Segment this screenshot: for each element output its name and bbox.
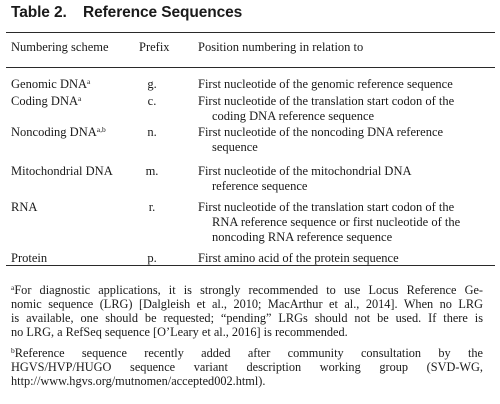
- row-position: First amino acid of the protein sequence: [198, 251, 484, 266]
- footnote-line: aFor diagnostic applications, it is stro…: [11, 283, 483, 297]
- footnote-line: is available, one should be requested; “…: [11, 311, 483, 325]
- position-line: RNA reference sequence or first nucleoti…: [212, 215, 461, 229]
- row-prefix: g.: [147, 77, 157, 91]
- footnote-ref: a: [87, 77, 91, 86]
- footnote-line: HGVS/HVP/HUGO sequence variant descripti…: [11, 360, 483, 374]
- position-line: noncoding RNA reference sequence: [212, 230, 393, 244]
- footnote-mark: b: [11, 346, 15, 355]
- row-scheme: Noncoding DNAa,b: [11, 125, 106, 140]
- row-prefix: p.: [147, 251, 157, 265]
- scheme-name: Mitochondrial DNA: [11, 164, 113, 178]
- col-header-scheme: Numbering scheme: [11, 40, 109, 54]
- row-prefix: r.: [148, 200, 156, 214]
- bottom-rule: [6, 265, 495, 266]
- row-scheme: RNA: [11, 200, 37, 215]
- footnote-mark: a: [11, 283, 15, 292]
- scheme-name: Coding DNA: [11, 94, 79, 108]
- row-position: First nucleotide of the mitochondrial DN…: [198, 164, 484, 194]
- table-caption: Reference Sequences: [83, 4, 243, 21]
- position-line: sequence: [212, 140, 258, 154]
- row-prefix: c.: [147, 94, 157, 108]
- header-rule: [6, 67, 495, 68]
- position-line: reference sequence: [212, 179, 308, 193]
- position-line: coding DNA reference sequence: [212, 109, 375, 123]
- scheme-name: Noncoding DNA: [11, 125, 97, 139]
- row-prefix: m.: [145, 164, 159, 178]
- top-rule: [6, 32, 495, 33]
- row-scheme: Genomic DNAa: [11, 77, 90, 92]
- col-header-position: Position numbering in relation to: [198, 40, 364, 54]
- footnote-line: no LRG, a RefSeq sequence [O’Leary et al…: [11, 325, 348, 339]
- table-title: Table 2. Reference Sequences: [11, 4, 242, 22]
- col-header-prefix: Prefix: [139, 40, 170, 54]
- footnote-b: bReference sequence recently added after…: [11, 346, 483, 388]
- row-scheme: Protein: [11, 251, 47, 266]
- row-scheme: Mitochondrial DNA: [11, 164, 113, 179]
- row-position: First nucleotide of the noncoding DNA re…: [198, 125, 484, 155]
- footnote-a: aFor diagnostic applications, it is stro…: [11, 283, 483, 339]
- position-line: First amino acid of the protein sequence: [198, 251, 399, 265]
- table-label: Table 2.: [11, 4, 67, 21]
- position-line: First nucleotide of the translation star…: [198, 94, 455, 108]
- scheme-name: Genomic DNA: [11, 77, 88, 91]
- row-position: First nucleotide of the translation star…: [198, 94, 484, 124]
- scheme-name: Protein: [11, 251, 48, 265]
- footnote-ref: a,b: [96, 125, 106, 134]
- row-prefix: n.: [147, 125, 157, 139]
- row-position: First nucleotide of the genomic referenc…: [198, 77, 484, 92]
- row-scheme: Coding DNAa: [11, 94, 81, 109]
- position-line: First nucleotide of the translation star…: [198, 200, 455, 214]
- footnote-ref: a: [78, 94, 82, 103]
- position-line: First nucleotide of the genomic referenc…: [198, 77, 453, 91]
- footnote-line: nomic sequence (LRG) [Dalgleish et al., …: [11, 297, 483, 311]
- footnote-line: bReference sequence recently added after…: [11, 346, 483, 360]
- footnote-line: http://www.hgvs.org/mutnomen/accepted002…: [11, 374, 266, 388]
- row-position: First nucleotide of the translation star…: [198, 200, 484, 245]
- position-line: First nucleotide of the mitochondrial DN…: [198, 164, 412, 178]
- position-line: First nucleotide of the noncoding DNA re…: [198, 125, 444, 139]
- scheme-name: RNA: [11, 200, 38, 214]
